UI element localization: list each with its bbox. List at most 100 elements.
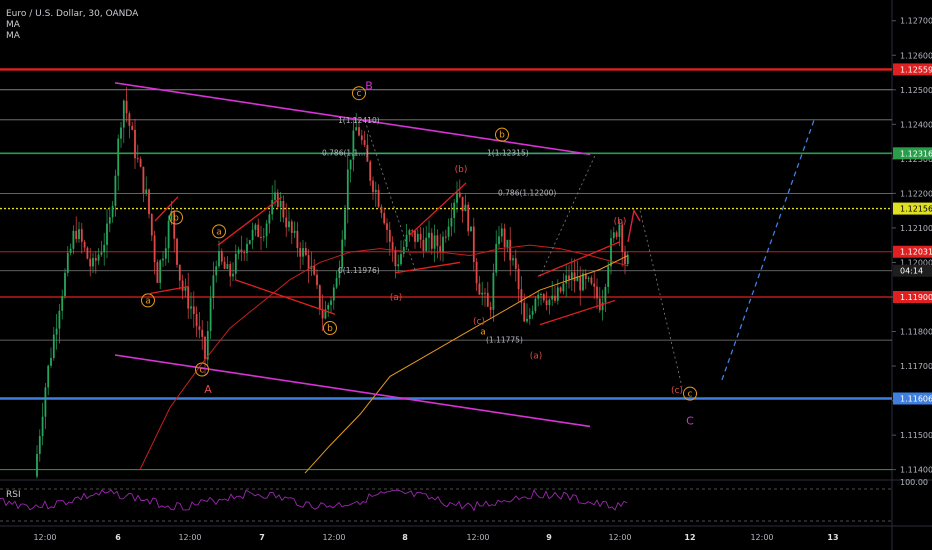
candle-body (478, 283, 481, 295)
candle (86, 246, 89, 260)
candle (128, 111, 131, 139)
candle-body (282, 201, 285, 218)
wave-circle (195, 362, 209, 377)
candle-body (436, 235, 439, 247)
candle (55, 314, 58, 350)
candle-body (624, 252, 626, 265)
candle-body (229, 264, 232, 277)
candle-body (134, 129, 136, 159)
candle (307, 249, 310, 284)
candle (430, 228, 433, 255)
candle-body (156, 262, 159, 283)
candle-body (204, 336, 206, 360)
ma-line-slow (304, 255, 629, 474)
candle (472, 217, 475, 272)
candle-body (111, 205, 114, 218)
candle-body (447, 226, 450, 237)
candle-body (332, 287, 335, 301)
candle-body (366, 144, 369, 162)
channel-lines (114, 82, 591, 428)
candle-body (386, 223, 388, 230)
candle-body (89, 258, 92, 267)
candle-body (136, 158, 139, 160)
candle (75, 216, 78, 243)
candle-body (604, 286, 607, 303)
candle (318, 284, 321, 316)
candle (584, 269, 587, 290)
candle-body (601, 302, 604, 311)
price-badges: 1.12559 1.12316 1.12156 1.12031 04:14 1.11900… (893, 63, 932, 405)
wave-label: (b) (614, 217, 627, 227)
candle-body (374, 189, 377, 193)
candle (500, 223, 503, 243)
candle-body (72, 230, 75, 249)
candle (240, 235, 243, 262)
candle (400, 240, 402, 266)
price-badge: 1.12031 (893, 245, 932, 258)
candle (428, 220, 430, 253)
candle (178, 264, 181, 290)
candle-body (192, 306, 195, 315)
price-badge-label: 1.12031 (900, 248, 932, 257)
candle (545, 291, 548, 311)
candle (195, 306, 198, 338)
candle-body (559, 287, 562, 292)
candle-body (500, 228, 503, 237)
candle (338, 260, 341, 286)
candle-body (64, 272, 66, 297)
price-badge-label: 1.12156 (900, 205, 932, 214)
candle (136, 144, 139, 163)
candle-body (150, 214, 153, 236)
candle (288, 210, 290, 232)
candle-body (55, 328, 58, 335)
candle-body (338, 267, 341, 279)
rsi-label[interactable]: RSI (6, 490, 21, 500)
candle-body (461, 196, 464, 212)
symbol-title[interactable]: Euro / U.S. Dollar, 30, OANDA (6, 9, 139, 19)
candle-body (414, 230, 416, 242)
candle-body (94, 257, 97, 261)
candle (212, 261, 215, 310)
candle-body (512, 258, 514, 261)
candle-body (458, 192, 461, 197)
candle (579, 266, 582, 306)
candle-body (330, 300, 332, 305)
ma-indicator-1[interactable]: MA (6, 20, 20, 30)
candle (562, 273, 565, 295)
candle-body (442, 236, 444, 252)
price-axis-ticks: 1.12700 1.12600 1.12500 1.12400 1.12300 1.122… (892, 17, 932, 475)
candle (243, 249, 246, 261)
candle-body (565, 275, 568, 284)
wave-circle-label: c (688, 390, 693, 400)
candle (537, 290, 540, 307)
candle-body (562, 283, 565, 292)
candle (540, 292, 542, 306)
ma-indicator-2[interactable]: MA (6, 31, 20, 41)
wave-label: (a) (390, 293, 403, 303)
candle (582, 269, 584, 292)
candle (83, 239, 86, 252)
candle (184, 278, 187, 298)
fib-label: 0(1.11976) (338, 266, 380, 275)
price-tick-label: 1.11400 (900, 466, 932, 475)
candle-body (114, 175, 117, 206)
candle (153, 230, 156, 275)
candles (36, 87, 629, 479)
candle (346, 154, 349, 224)
candle-body (108, 217, 111, 224)
candle (36, 445, 38, 479)
candle-body (391, 241, 394, 251)
price-tick-label: 1.12400 (900, 120, 932, 129)
candle (293, 221, 296, 239)
candle (52, 327, 55, 361)
wave-segment (409, 182, 467, 236)
candle-body (520, 289, 523, 303)
candle-body (377, 189, 380, 207)
candle (489, 301, 492, 318)
rsi-line (0, 489, 628, 512)
candle-body (226, 264, 229, 269)
candle-body (383, 213, 386, 224)
candle (601, 289, 604, 321)
